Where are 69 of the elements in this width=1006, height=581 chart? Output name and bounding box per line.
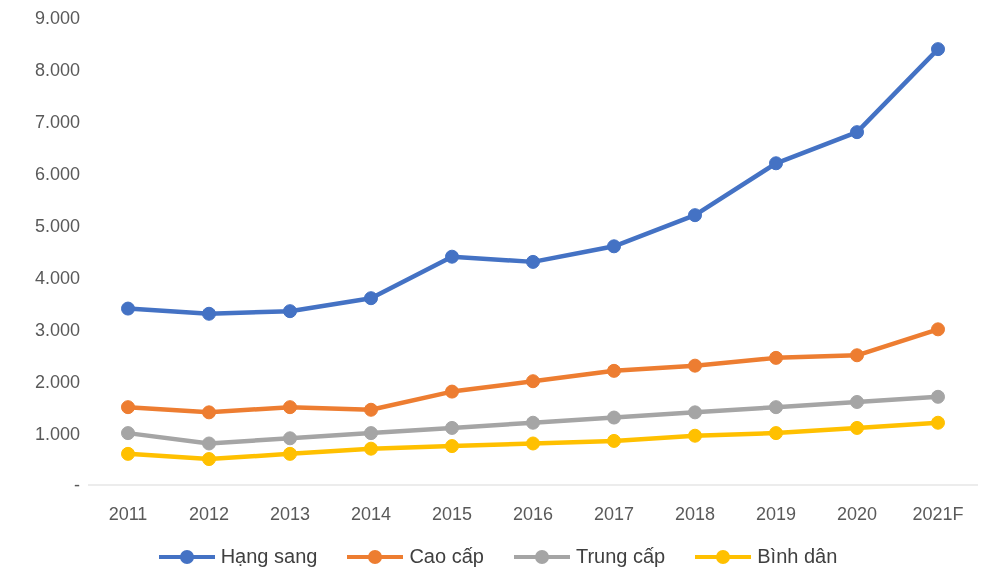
point bbox=[526, 254, 540, 269]
y-tick-label: 3.000 bbox=[34, 319, 80, 340]
point bbox=[607, 239, 621, 254]
point bbox=[364, 441, 378, 456]
y-tick-label: - bbox=[74, 475, 80, 496]
point bbox=[121, 426, 135, 441]
y-tick-label: 4.000 bbox=[34, 267, 80, 288]
x-tick-label: 2020 bbox=[836, 503, 878, 524]
y-tick-label: 1.000 bbox=[34, 423, 80, 444]
y-tick-label: 5.000 bbox=[34, 215, 80, 236]
point bbox=[364, 291, 378, 306]
x-tick-label: 2014 bbox=[350, 503, 392, 524]
y-tick-label: 6.000 bbox=[34, 164, 80, 185]
point bbox=[283, 304, 297, 319]
point bbox=[769, 156, 783, 171]
point bbox=[445, 249, 459, 264]
point bbox=[121, 301, 135, 316]
point bbox=[526, 374, 540, 389]
point bbox=[769, 350, 783, 365]
point bbox=[607, 363, 621, 378]
point bbox=[688, 208, 702, 223]
point bbox=[931, 322, 945, 337]
point bbox=[364, 426, 378, 441]
point bbox=[202, 452, 216, 467]
point bbox=[688, 428, 702, 443]
point bbox=[931, 42, 945, 57]
x-tick-label: 2019 bbox=[755, 503, 797, 524]
x-tick-label: 2021F bbox=[912, 503, 964, 524]
point bbox=[769, 400, 783, 415]
point bbox=[202, 436, 216, 451]
point bbox=[607, 433, 621, 448]
point bbox=[688, 358, 702, 373]
legend-label: Trung cấp bbox=[575, 545, 666, 568]
point bbox=[121, 400, 135, 415]
point bbox=[526, 415, 540, 430]
point bbox=[121, 446, 135, 461]
y-tick-label: 8.000 bbox=[34, 60, 80, 81]
point bbox=[850, 125, 864, 140]
point bbox=[850, 348, 864, 363]
x-tick-label: 2016 bbox=[512, 503, 554, 524]
point bbox=[445, 384, 459, 399]
x-tick-label: 2015 bbox=[431, 503, 473, 524]
point bbox=[931, 389, 945, 404]
y-tick-label: 2.000 bbox=[34, 371, 80, 392]
legend-label: Bình dân bbox=[757, 545, 838, 568]
point bbox=[202, 306, 216, 321]
point bbox=[850, 394, 864, 409]
point bbox=[283, 446, 297, 461]
point bbox=[769, 426, 783, 441]
y-tick-label: 7.000 bbox=[34, 112, 80, 133]
x-tick-label: 2012 bbox=[188, 503, 230, 524]
x-tick-label: 2018 bbox=[674, 503, 716, 524]
x-tick-label: 2013 bbox=[269, 503, 311, 524]
x-tick-label: 2011 bbox=[108, 503, 148, 524]
point bbox=[445, 439, 459, 454]
point bbox=[202, 405, 216, 420]
point bbox=[445, 420, 459, 435]
legend-label: Hạng sang bbox=[220, 545, 318, 568]
legend-label: Cao cấp bbox=[409, 545, 484, 568]
point bbox=[931, 415, 945, 430]
point bbox=[283, 431, 297, 446]
point bbox=[364, 402, 378, 417]
x-tick-label: 2017 bbox=[593, 503, 635, 524]
point bbox=[607, 410, 621, 425]
point bbox=[688, 405, 702, 420]
y-tick-label: 9.000 bbox=[34, 8, 80, 29]
point bbox=[526, 436, 540, 451]
point bbox=[850, 420, 864, 435]
point bbox=[283, 400, 297, 415]
